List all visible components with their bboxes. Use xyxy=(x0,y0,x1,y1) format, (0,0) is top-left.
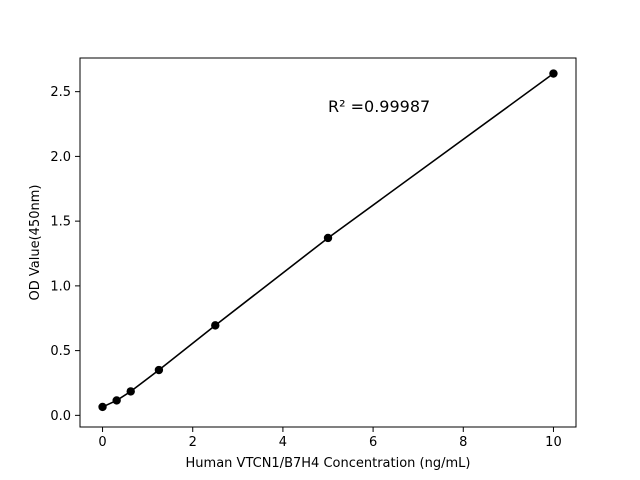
y-axis-label: OD Value(450nm) xyxy=(28,185,43,301)
y-tick-label: 2.5 xyxy=(50,85,71,100)
y-tick-label: 2.0 xyxy=(50,150,71,165)
data-point xyxy=(549,69,558,78)
axes: 0 2 4 6 8 10 0.0 0.5 1.0 1.5 2.0 2.5 xyxy=(50,85,561,450)
x-tick-label: 2 xyxy=(189,435,197,450)
data-point xyxy=(323,233,333,243)
x-axis-label: Human VTCN1/B7H4 Concentration (ng/mL) xyxy=(186,456,471,471)
x-tick-label: 0 xyxy=(98,435,106,450)
x-tick-label: 8 xyxy=(459,435,467,450)
y-tick-label: 1.5 xyxy=(50,215,71,230)
plot-frame xyxy=(79,57,577,428)
data-point xyxy=(98,402,107,412)
data-point xyxy=(112,396,121,405)
data-point xyxy=(126,387,135,396)
r-squared-annotation: R² =0.99987 xyxy=(328,97,430,116)
x-tick-label: 10 xyxy=(545,435,562,450)
data-point xyxy=(211,321,220,330)
plot-area xyxy=(98,69,558,412)
y-tick-label: 1.0 xyxy=(50,279,71,294)
data-point xyxy=(154,365,164,375)
x-tick-label: 4 xyxy=(279,435,287,450)
x-tick-label: 6 xyxy=(369,435,377,450)
y-tick-label: 0.0 xyxy=(50,409,71,424)
y-tick-label: 0.5 xyxy=(50,344,71,359)
